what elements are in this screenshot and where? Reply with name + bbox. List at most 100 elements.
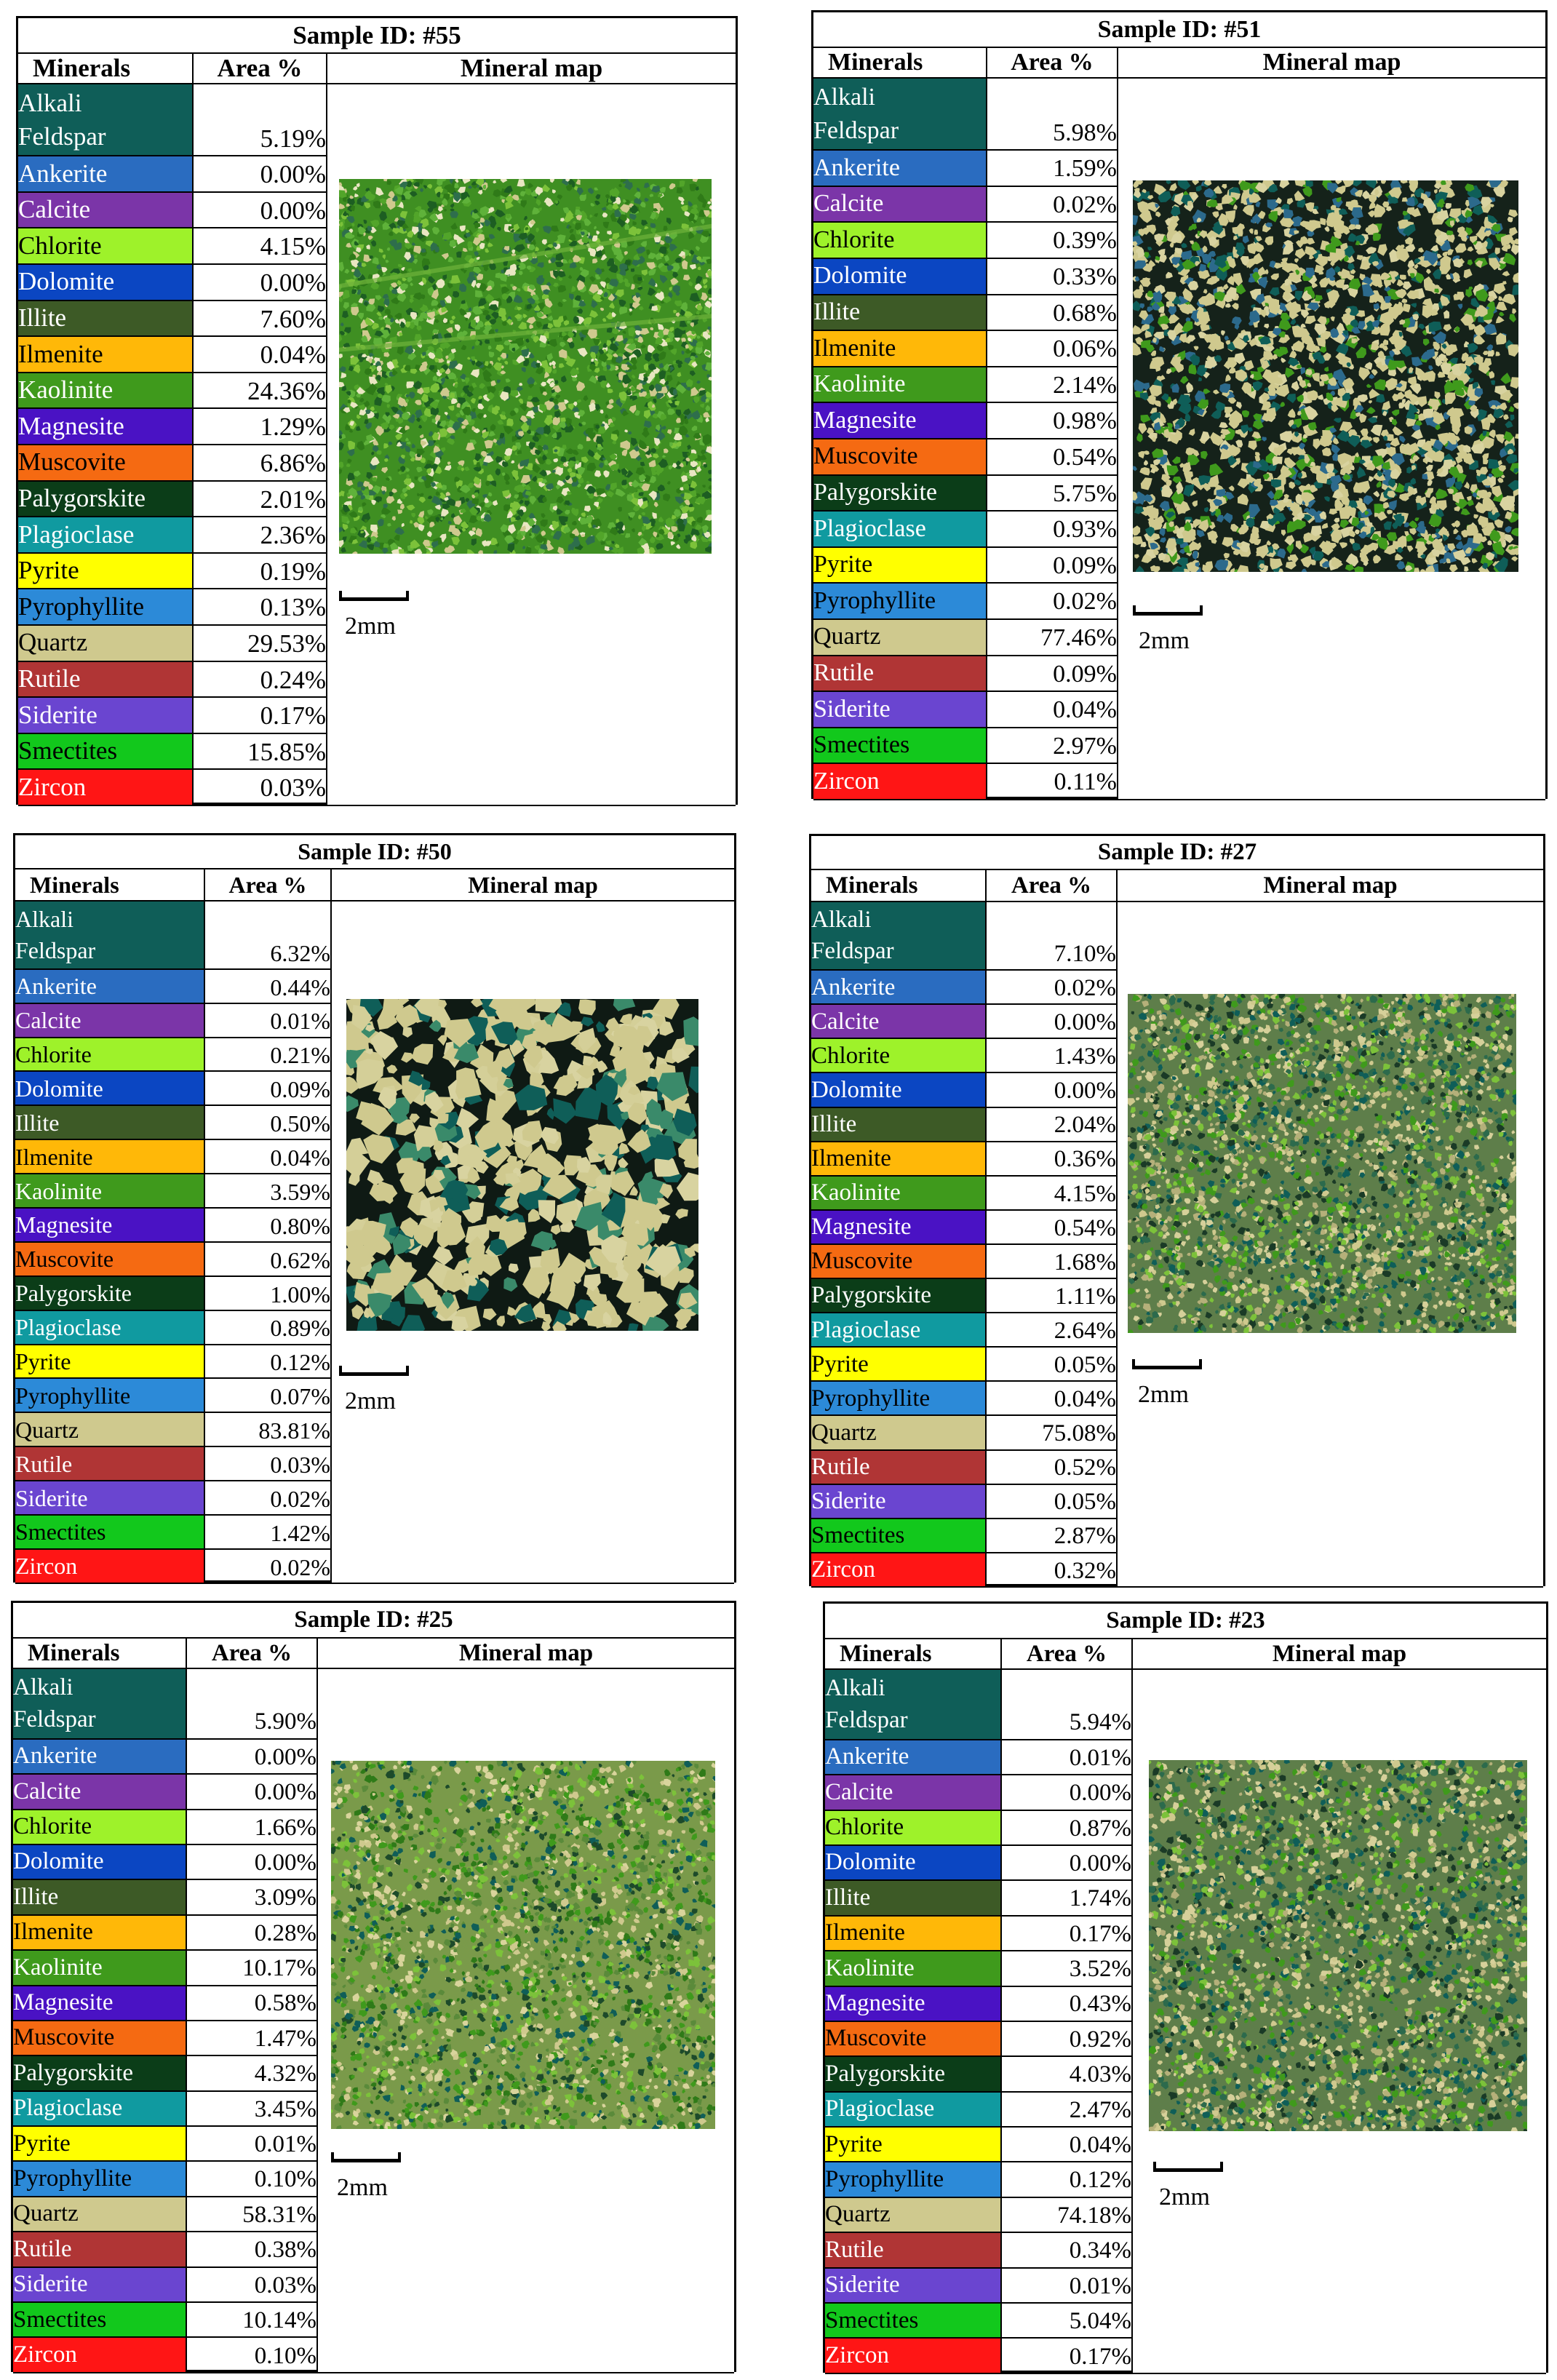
mineral-row: Plagioclase 3.45% bbox=[13, 2090, 734, 2128]
mineral-row: Muscovite 0.92% bbox=[825, 2020, 1546, 2058]
mineral-row: Plagioclase 0.93% bbox=[813, 510, 1545, 548]
area-percent: 2.64% bbox=[985, 1312, 1118, 1348]
sample-id-title: Sample ID: #27 bbox=[811, 836, 1544, 870]
scale-bar-line bbox=[1153, 2162, 1223, 2172]
area-percent: 83.81% bbox=[204, 1412, 332, 1448]
area-percent: 0.01% bbox=[1000, 2266, 1133, 2304]
area-percent: 0.87% bbox=[1000, 1809, 1133, 1846]
scale-bar-line bbox=[1133, 605, 1203, 616]
mineral-name: Ankerite bbox=[813, 149, 987, 187]
area-percent: 75.08% bbox=[985, 1414, 1118, 1451]
area-percent: 0.05% bbox=[985, 1346, 1118, 1382]
mineral-name: Kaolinite bbox=[15, 1173, 205, 1209]
mineral-row: Kaolinite 3.59% bbox=[15, 1173, 734, 1209]
mineral-name: Ilmenite bbox=[825, 1914, 1002, 1952]
scale-bar-label: 2mm bbox=[1138, 1381, 1189, 1408]
mineral-row: Zircon 0.02% bbox=[15, 1548, 734, 1585]
mineral-row: Chlorite 1.66% bbox=[13, 1808, 734, 1845]
area-percent: 0.00% bbox=[1000, 1844, 1133, 1882]
area-percent: 0.09% bbox=[986, 546, 1118, 584]
mineral-name: Pyrophyllite bbox=[813, 582, 987, 620]
sample-panel: Sample ID: #55 Minerals Area % Mineral map A… bbox=[16, 16, 738, 806]
area-percent: 0.02% bbox=[986, 582, 1118, 620]
mineral-row: Alkali Feldspar 5.90% 2mm bbox=[13, 1668, 735, 2373]
area-percent: 5.94% bbox=[1000, 1668, 1133, 1740]
mineral-row: Ilmenite 0.28% bbox=[13, 1914, 734, 1951]
mineral-name: Siderite bbox=[813, 690, 987, 728]
area-percent: 0.36% bbox=[985, 1140, 1118, 1177]
mineral-row: Pyrophyllite 0.12% bbox=[825, 2161, 1546, 2198]
area-percent: 1.74% bbox=[1000, 1879, 1133, 1917]
mineral-map-cell: 2mm bbox=[1116, 77, 1546, 800]
area-percent: 0.01% bbox=[204, 1002, 332, 1038]
scale-bar-line bbox=[339, 591, 409, 601]
mineral-name: Quartz bbox=[13, 2195, 187, 2233]
scale-bar-label: 2mm bbox=[345, 613, 396, 640]
area-percent: 0.68% bbox=[986, 293, 1118, 332]
mineral-name: Calcite bbox=[18, 191, 194, 229]
mineral-name: Dolomite bbox=[13, 1843, 187, 1881]
mineral-row: Illite 7.60% bbox=[18, 299, 736, 338]
scale-bar-line bbox=[331, 2152, 401, 2162]
scale-bar-label: 2mm bbox=[1139, 627, 1190, 654]
area-header: Area % bbox=[186, 1637, 318, 1669]
area-percent: 7.10% bbox=[985, 900, 1118, 971]
area-percent: 0.80% bbox=[204, 1207, 332, 1243]
mineral-map-cell: 2mm bbox=[330, 900, 735, 1584]
area-percent: 1.11% bbox=[985, 1278, 1118, 1314]
mineral-name: Rutile bbox=[13, 2231, 187, 2268]
mineral-row: Smectites 10.14% bbox=[13, 2301, 734, 2339]
mineral-row: Pyrite 0.01% bbox=[13, 2125, 734, 2162]
area-percent: 74.18% bbox=[1000, 2196, 1133, 2234]
scale-bar-label: 2mm bbox=[345, 1388, 396, 1414]
scale-bar-label: 2mm bbox=[337, 2174, 388, 2201]
minerals-header: Minerals bbox=[813, 47, 987, 79]
area-percent: 0.04% bbox=[986, 690, 1118, 728]
area-percent: 0.07% bbox=[204, 1377, 332, 1414]
mineral-name: Illite bbox=[811, 1106, 987, 1142]
mineral-name: Calcite bbox=[825, 1774, 1002, 1811]
area-header: Area % bbox=[986, 47, 1118, 79]
mineral-map-image bbox=[339, 179, 712, 554]
mineral-map-image bbox=[346, 999, 698, 1331]
mineral-name: Kaolinite bbox=[811, 1174, 987, 1211]
mineral-name: Illite bbox=[18, 299, 194, 338]
sample-id-title: Sample ID: #23 bbox=[825, 1604, 1547, 1639]
mineral-name: Chlorite bbox=[825, 1809, 1002, 1846]
minerals-header: Minerals bbox=[811, 869, 987, 902]
area-percent: 0.00% bbox=[186, 1773, 318, 1810]
mineral-name: Palygorskite bbox=[811, 1278, 987, 1314]
mineral-name: Siderite bbox=[18, 696, 194, 734]
mineral-row: Smectites 2.87% bbox=[811, 1517, 1543, 1553]
area-percent: 0.11% bbox=[986, 763, 1118, 800]
minerals-header: Minerals bbox=[13, 1637, 187, 1669]
mineral-name: Muscovite bbox=[813, 437, 987, 476]
mineral-name: Siderite bbox=[15, 1480, 205, 1516]
mineral-row: Zircon 0.10% bbox=[13, 2336, 734, 2373]
area-percent: 0.09% bbox=[986, 654, 1118, 693]
area-percent: 5.90% bbox=[186, 1668, 318, 1740]
mineral-row: Kaolinite 4.15% bbox=[811, 1174, 1543, 1211]
mineral-map-cell: 2mm bbox=[1131, 1668, 1547, 2374]
mineral-row: Kaolinite 3.52% bbox=[825, 1950, 1546, 1987]
mineral-row: Siderite 0.17% bbox=[18, 696, 736, 734]
mineral-map-header: Mineral map bbox=[1131, 1638, 1547, 1670]
mineral-row: Ankerite 0.01% bbox=[825, 1738, 1546, 1776]
scale-bar-line bbox=[339, 1366, 409, 1376]
mineral-row: Pyrite 0.09% bbox=[813, 546, 1545, 584]
mineral-row: Magnesite 0.98% bbox=[813, 402, 1545, 439]
mineral-name: Rutile bbox=[811, 1449, 987, 1485]
mineral-name: Magnesite bbox=[811, 1209, 987, 1245]
area-percent: 0.04% bbox=[985, 1380, 1118, 1417]
mineral-row: Calcite 0.00% bbox=[13, 1773, 734, 1810]
mineral-row: Ilmenite 0.36% bbox=[811, 1140, 1543, 1177]
area-percent: 0.00% bbox=[985, 1003, 1118, 1040]
area-percent: 0.04% bbox=[192, 335, 327, 373]
mineral-name: Palygorskite bbox=[825, 2055, 1002, 2093]
mineral-name: Plagioclase bbox=[825, 2090, 1002, 2128]
mineral-name: Muscovite bbox=[15, 1241, 205, 1277]
mineral-name: Quartz bbox=[15, 1412, 205, 1448]
area-percent: 2.47% bbox=[1000, 2090, 1133, 2128]
area-percent: 1.47% bbox=[186, 2019, 318, 2057]
mineral-row: Quartz 58.31% bbox=[13, 2195, 734, 2233]
